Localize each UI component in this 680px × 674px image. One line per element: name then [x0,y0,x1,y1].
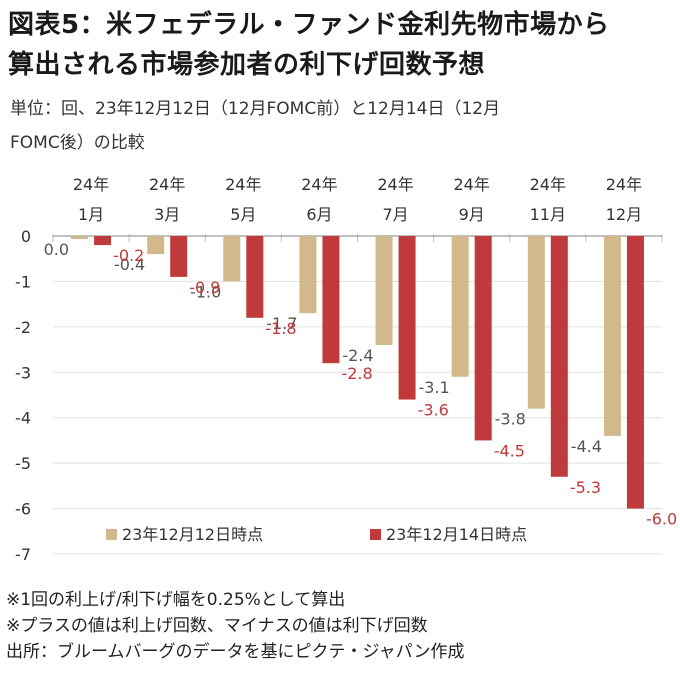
bar-chart: 0 -1 -2 -3 -4 -5 -6 -7 24年 1月 24年 3月 24年 5月 24年 6月 24年 7月… [15,175,677,564]
bar-dec14 [550,236,568,477]
chart-subtitle-line2: FOMC後）の比較 [10,133,145,153]
data-label: -3.1 [418,378,449,397]
x-tick-label-month: 3月 [154,205,180,224]
data-label: -0.2 [113,246,144,265]
bar-dec12 [527,236,545,409]
data-label: -1.0 [190,282,221,301]
data-label: -5.3 [570,478,601,497]
data-label: -1.7 [266,314,297,333]
data-label: -1.8 [265,319,296,338]
bar-dec14 [246,236,264,318]
bar-dec12 [147,236,165,255]
bar-dec14 [398,236,416,400]
x-tick-label-month: 6月 [306,205,332,224]
x-tick-label-month: 11月 [530,205,566,224]
x-tick-label-year: 24年 [530,175,566,194]
data-label: -0.4 [114,255,145,274]
chart-title-line2: 算出される市場参加者の利下げ回数予想 [8,50,486,80]
data-label: 0.0 [44,240,69,259]
footnote-1: ※1回の利上げ/利下げ幅を0.25%として算出 [6,590,346,610]
legend-swatch [370,529,381,540]
x-tick-label-month: 12月 [606,205,642,224]
chart-subtitle-line1: 単位：回、23年12月12日（12月FOMC前）と12月14日（12月 [10,99,501,119]
x-tick-label-month: 5月 [230,205,256,224]
y-tick-label: -3 [15,363,31,382]
bar-dec12 [71,236,89,239]
data-label: -2.8 [341,364,372,383]
y-tick-label: -5 [15,454,31,473]
bar-dec12 [299,236,317,314]
x-tick-label-year: 24年 [301,175,337,194]
data-label: -2.4 [342,346,373,365]
x-tick-label-year: 24年 [225,175,261,194]
bar-dec14 [322,236,340,364]
bar-dec14 [474,236,492,441]
bar-dec14 [170,236,188,277]
bar-dec14 [94,236,112,246]
x-tick-label-month: 7月 [382,205,408,224]
x-tick-label-year: 24年 [149,175,185,194]
data-label: -3.6 [418,401,449,420]
x-tick-label-month: 9月 [459,205,485,224]
data-label: -3.8 [495,410,526,429]
legend-label: 23年12月12日時点 [122,525,263,544]
legend-label: 23年12月14日時点 [386,525,527,544]
data-label: -4.5 [494,441,525,460]
x-tick-label-year: 24年 [377,175,413,194]
x-tick-label-month: 1月 [78,205,104,224]
x-tick-label-year: 24年 [73,175,109,194]
y-tick-label: -1 [15,272,31,291]
bar-dec12 [603,236,621,436]
x-tick-label-year: 24年 [606,175,642,194]
y-tick-label: -4 [15,409,31,428]
y-tick-label: -6 [15,500,31,519]
legend-swatch [106,529,117,540]
source-note: 出所：ブルームバーグのデータを基にピクテ・ジャパン作成 [6,642,465,662]
bar-dec12 [451,236,469,377]
y-tick-label: -2 [15,318,31,337]
data-label: -0.9 [189,278,220,297]
bar-dec12 [223,236,241,282]
chart-title-line1: 図表5：米フェデラル・ファンド金利先物市場から [8,10,610,40]
footnote-2: ※プラスの値は利上げ回数、マイナスの値は利下げ回数 [6,616,428,636]
y-tick-label: 0 [21,227,31,246]
bar-dec12 [375,236,393,346]
data-label: -6.0 [646,510,677,529]
data-label: -4.4 [571,437,602,456]
x-tick-label-year: 24年 [454,175,490,194]
y-tick-label: -7 [15,545,31,564]
bar-dec14 [626,236,644,509]
